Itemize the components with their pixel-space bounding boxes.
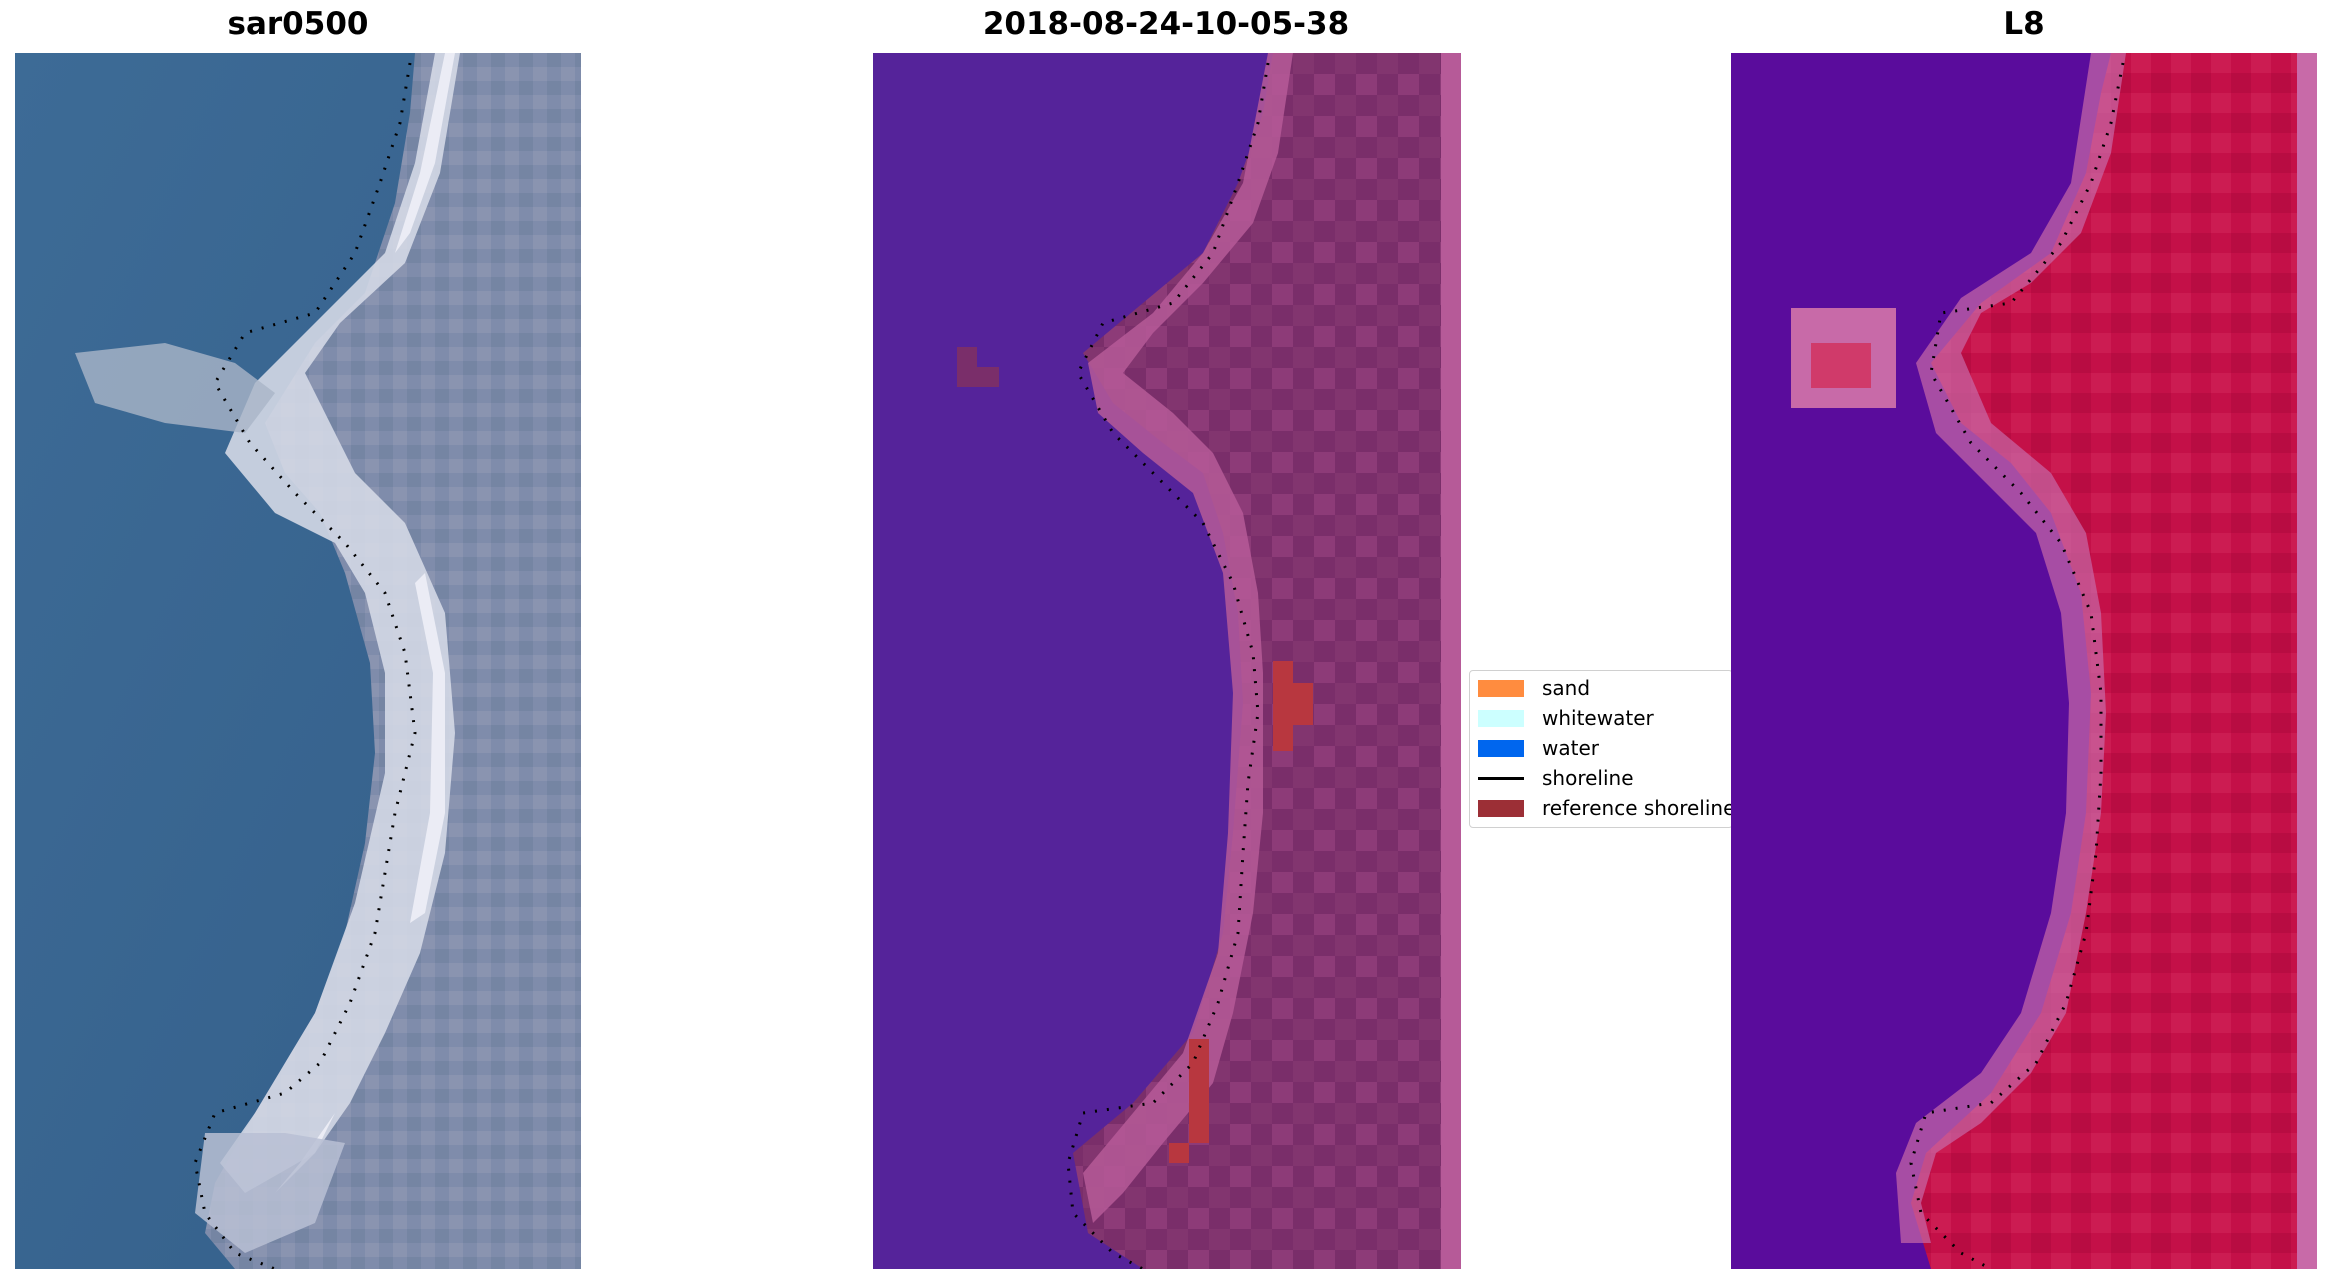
shoreline-swatch <box>1478 776 1524 780</box>
rgb-sandbar <box>75 343 275 433</box>
sand-swatch <box>1478 679 1524 697</box>
water-swatch <box>1478 739 1524 757</box>
l8-sandbar-core <box>1811 343 1871 388</box>
classified-beach-band <box>1083 53 1293 1223</box>
legend-item-whitewater: whitewater <box>1478 705 1654 731</box>
l8-edge-band <box>1896 53 2126 1243</box>
legend-item-water: water <box>1478 735 1599 761</box>
classified-shoreline <box>1066 62 1270 1269</box>
l8-panel-title: L8 <box>2003 6 2045 42</box>
legend-label-reference-shoreline: reference shoreline <box>1542 796 1736 820</box>
reference-shoreline-pixel <box>1169 1143 1189 1163</box>
reference-shoreline-pixel <box>1189 1039 1209 1143</box>
rgb-panel-title: sar0500 <box>227 6 369 42</box>
legend: sand whitewater water shoreline referenc… <box>1469 670 1735 828</box>
legend-label-water: water <box>1542 736 1599 760</box>
l8-land-area <box>1911 53 2297 1269</box>
legend-label-sand: sand <box>1542 676 1591 700</box>
reference-shoreline-pixel <box>1273 661 1293 751</box>
whitewater-swatch <box>1478 709 1524 727</box>
rgb-satellite-image <box>15 53 581 1269</box>
legend-item-reference-shoreline: reference shoreline <box>1478 795 1735 821</box>
l8-right-strip <box>2297 53 2317 1269</box>
legend-label-whitewater: whitewater <box>1542 706 1654 730</box>
l8-shoreline <box>1909 62 2125 1269</box>
reference-shoreline-pixel <box>1293 683 1313 725</box>
classified-right-strip <box>1441 53 1461 1269</box>
l8-index-image <box>1731 53 2317 1269</box>
classified-panel-title: 2018-08-24-10-05-38 <box>982 6 1350 42</box>
legend-item-sand: sand <box>1478 675 1590 701</box>
classified-image <box>873 53 1461 1269</box>
rgb-spit <box>195 1133 345 1253</box>
legend-label-shoreline: shoreline <box>1542 766 1634 790</box>
legend-item-shoreline: shoreline <box>1478 765 1634 791</box>
reference-shoreline-swatch <box>1478 799 1524 817</box>
rgb-beach-strip <box>220 53 460 1193</box>
classified-sandbar <box>957 347 999 387</box>
